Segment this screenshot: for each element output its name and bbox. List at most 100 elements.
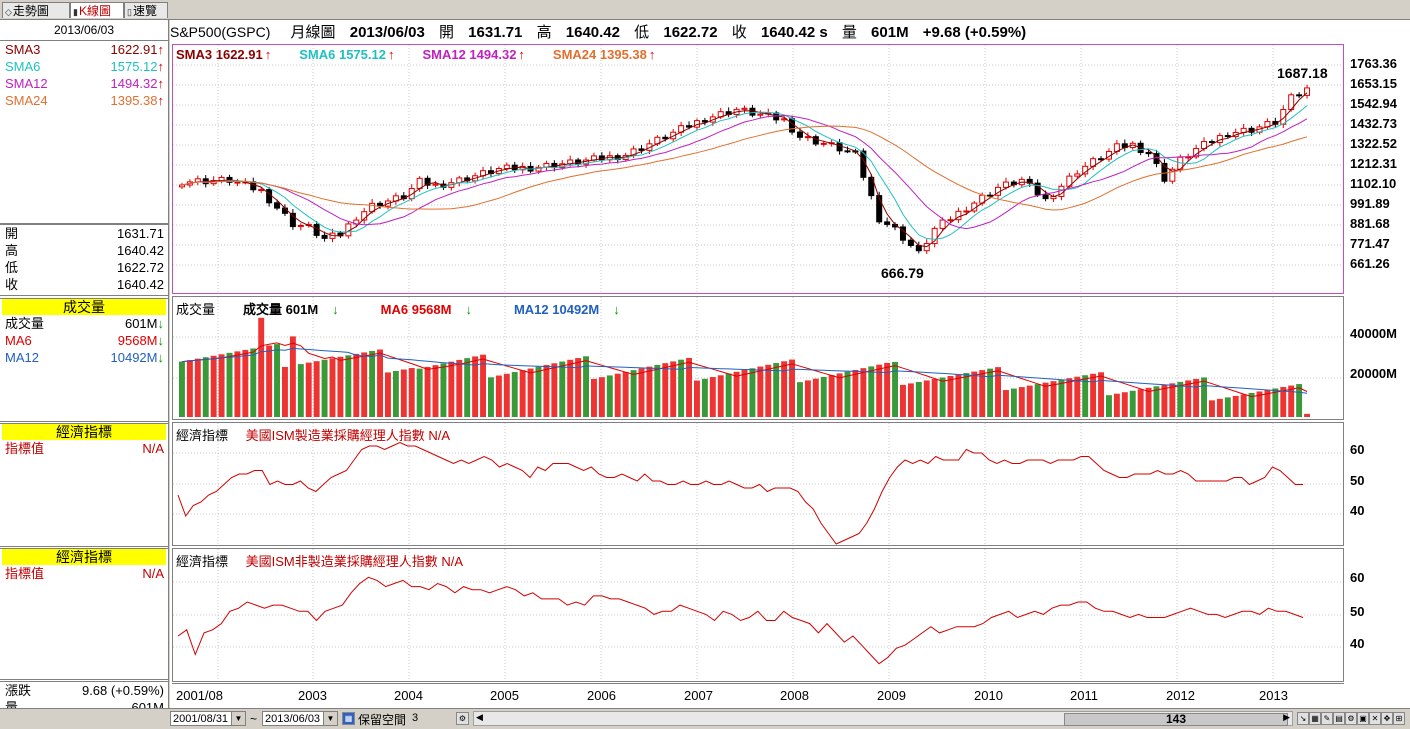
volume-bar	[773, 363, 780, 417]
candle-body	[670, 131, 677, 140]
zoom-in-icon[interactable]: ▦	[1309, 712, 1321, 725]
arrow-icon[interactable]: ✥	[1381, 712, 1393, 725]
volume-bar	[392, 370, 399, 417]
ohlc-value: 1640.42	[117, 243, 164, 258]
volume-bar	[480, 354, 486, 417]
from-date-select[interactable]: 2001/08/31 ▼	[170, 711, 246, 726]
fit-icon[interactable]: ⊞	[1393, 712, 1405, 725]
y-tick-label: 50	[1350, 604, 1365, 619]
change-row: 漲跌 9.68 (+0.59%)	[5, 683, 164, 698]
volume-bar	[606, 375, 613, 417]
sma-line-sma3	[181, 92, 1308, 248]
volume-bar	[638, 368, 645, 417]
volume-bar	[1209, 400, 1215, 417]
candle-body	[804, 136, 811, 139]
settings-icon[interactable]: ⚙	[456, 712, 469, 725]
zoom-out-icon[interactable]: ↘	[1297, 712, 1309, 725]
volume-bar	[1201, 377, 1207, 417]
volume-bar	[709, 377, 716, 417]
scroll-left-icon[interactable]: ◀	[476, 712, 483, 722]
volume-bar	[836, 373, 843, 417]
candle-body	[1002, 181, 1009, 188]
chart-type-icon[interactable]: ▤	[1333, 712, 1345, 725]
volume-line-ma12	[181, 347, 1308, 394]
ohlc-label: 低	[5, 260, 19, 275]
volume-bar	[1026, 385, 1033, 417]
econ1-value-row: 指標值 N/A	[5, 441, 164, 456]
indicator-line	[177, 441, 1303, 545]
candle-body	[923, 243, 930, 252]
price-legend-item: SMA3 1622.91 ↑	[176, 47, 272, 62]
volume-bar	[1003, 390, 1009, 417]
period-icon[interactable]: ▣	[1357, 712, 1369, 725]
volume-bar	[282, 367, 288, 417]
volume-bar	[1153, 386, 1160, 417]
volume-bar	[186, 360, 193, 417]
econ2-pane[interactable]: 經濟指標 美國ISM非製造業採購經理人指數 N/A	[172, 548, 1344, 682]
y-tick-label: 60	[1350, 570, 1365, 585]
tab-kline[interactable]: ▮K線圖	[70, 2, 124, 18]
cross-icon[interactable]: ✕	[1369, 712, 1381, 725]
candle-body	[266, 189, 273, 204]
econ1-chart-svg	[173, 423, 1343, 545]
ohlc-label: 開	[5, 226, 19, 241]
scroll-thumb[interactable]: 143	[1064, 713, 1288, 726]
volume-bar	[995, 367, 1001, 417]
ohlc-label: 高	[5, 243, 19, 258]
econ2-value-row: 指標值 N/A	[5, 566, 164, 581]
period-label: 月線圖	[290, 24, 336, 41]
sma-value: 1622.91↑	[110, 42, 165, 57]
calendar-icon[interactable]: ▦	[342, 712, 355, 725]
volume-bar	[1232, 395, 1239, 417]
volume-bar	[1129, 390, 1136, 417]
open-value: 1631.71	[468, 24, 523, 41]
y-tick-label: 1653.15	[1350, 76, 1397, 91]
volume-bar	[440, 363, 447, 417]
up-arrow-icon: ↑	[264, 47, 272, 62]
candle-icon: ▮	[73, 7, 78, 17]
x-tick-label: 2013	[1259, 688, 1288, 703]
volume-bar	[400, 369, 407, 417]
tab-overview[interactable]: ▯速覽	[124, 2, 168, 18]
up-arrow-icon: ↑	[157, 59, 165, 74]
y-tick-label: 60	[1350, 442, 1365, 457]
down-arrow-icon: ↓	[157, 316, 165, 331]
to-date-select[interactable]: 2013/06/03 ▼	[262, 711, 338, 726]
y-tick-label: 1212.31	[1350, 156, 1397, 171]
volume-bar	[979, 370, 986, 417]
volume-bar	[741, 370, 748, 417]
volume-label: 成交量	[5, 316, 45, 331]
draw-icon[interactable]: ✎	[1321, 712, 1333, 725]
up-arrow-icon: ↑	[157, 42, 165, 57]
price-pane[interactable]: SMA3 1622.91 ↑ SMA6 1575.12 ↑ SMA12 1494.32 ↑…	[172, 44, 1344, 294]
candle-body	[1145, 151, 1152, 155]
high-marker: 1687.18	[1277, 65, 1328, 81]
volume-value: 601M↓	[124, 316, 165, 331]
candle-body	[876, 195, 883, 223]
volume-bar	[274, 344, 280, 417]
candle-body	[281, 207, 288, 214]
candle-body	[884, 221, 891, 225]
volume-legend: 成交量 601M ↓ MA6 9568M ↓ MA12 10492M ↓	[229, 302, 648, 317]
up-arrow-icon: ↑	[387, 47, 395, 62]
volume-bar	[654, 364, 661, 417]
time-scrollbar[interactable]: ◀ 143 ▶	[473, 711, 1293, 726]
y-tick-label: 991.89	[1350, 196, 1390, 211]
volume-bar	[1145, 387, 1152, 417]
scroll-right-icon[interactable]: ▶	[1283, 712, 1290, 722]
tab-trend[interactable]: ◇走勢圖	[2, 2, 70, 18]
keep-space-value[interactable]: 3	[412, 712, 419, 724]
bottom-toolbar: 2001/08/31 ▼ ~ 2013/06/03 ▼ ▦ 保留空間 3 ⚙ ◀ 1…	[0, 708, 1410, 729]
down-arrow-icon: ↓	[613, 302, 620, 317]
candle-body	[274, 202, 281, 209]
ohlc-row: 開 1631.71	[0, 225, 168, 242]
volume-bar	[488, 377, 494, 417]
econ1-pane[interactable]: 經濟指標 美國ISM製造業採購經理人指數 N/A	[172, 422, 1344, 546]
econ1-header: 經濟指標	[2, 424, 166, 440]
volume-pane[interactable]: 成交量 成交量 601M ↓ MA6 9568M ↓ MA12 10492M ↓	[172, 296, 1344, 420]
volume-bar	[1288, 385, 1295, 417]
volume-legend-item: MA6 9568M ↓	[380, 302, 472, 317]
settings-icon[interactable]: ⚙	[1345, 712, 1357, 725]
price-legend-item: SMA12 1494.32 ↑	[422, 47, 525, 62]
